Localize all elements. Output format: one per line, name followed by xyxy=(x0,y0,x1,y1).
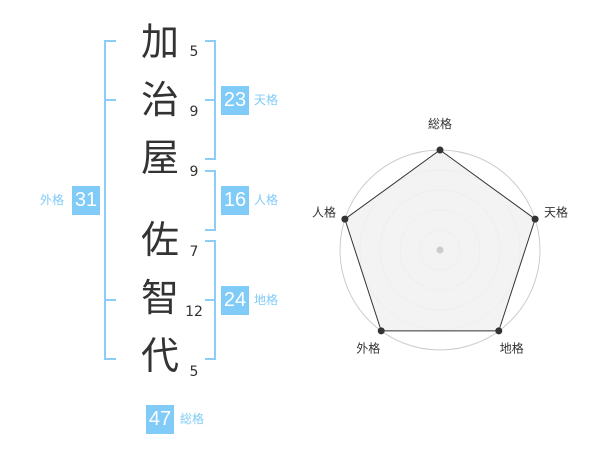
radar-area xyxy=(344,149,536,332)
gaikaku-label: 外格 xyxy=(40,193,65,207)
stroke-count: 12 xyxy=(185,304,203,320)
radar-axis-label: 外格 xyxy=(356,341,380,356)
chikaku-label: 地格 xyxy=(254,293,279,307)
radar-point xyxy=(377,327,385,335)
name-char: 屋 xyxy=(140,136,179,180)
stroke-count: 5 xyxy=(189,364,199,380)
stroke-count: 7 xyxy=(189,244,199,260)
tenkaku-label: 天格 xyxy=(254,93,279,107)
stroke-count: 9 xyxy=(189,164,199,180)
radar-axis-label: 地格 xyxy=(500,341,524,356)
stroke-count: 9 xyxy=(189,104,199,120)
jinkaku-label: 人格 xyxy=(254,193,279,207)
name-char: 佐 xyxy=(140,218,179,262)
radar-point xyxy=(436,146,444,154)
jinkaku-value: 16 xyxy=(221,186,249,215)
radar-point xyxy=(495,327,503,335)
radar-point xyxy=(531,215,539,223)
tenkaku-value: 23 xyxy=(221,86,249,115)
soukaku-value: 47 xyxy=(146,405,174,434)
radar-axis-label: 人格 xyxy=(312,204,336,219)
radar-axis-label: 天格 xyxy=(544,204,568,219)
chikaku-value: 24 xyxy=(221,286,249,315)
soukaku-label: 総格 xyxy=(180,412,205,426)
name-char: 加 xyxy=(140,20,179,64)
name-char: 代 xyxy=(140,334,179,378)
radar-axis-label: 総格 xyxy=(428,116,452,131)
name-char: 智 xyxy=(140,276,179,320)
stroke-count: 5 xyxy=(189,44,199,60)
radar-point xyxy=(341,215,349,223)
gaikaku-value: 31 xyxy=(72,186,100,215)
radar-center xyxy=(436,246,444,254)
name-char: 治 xyxy=(140,78,179,122)
